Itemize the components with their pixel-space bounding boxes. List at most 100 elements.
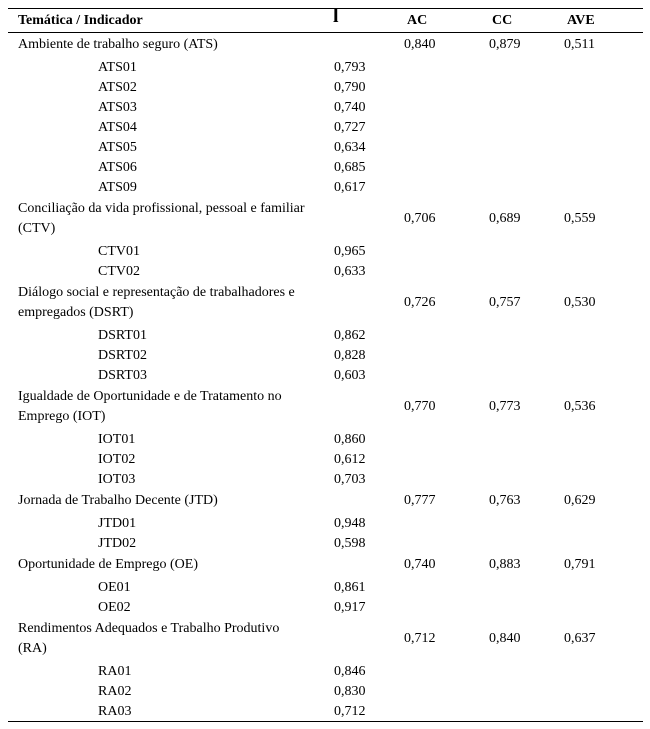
ac-value: 0,706 [404, 211, 436, 226]
indicator-loading: 0,612 [334, 451, 366, 467]
tematica-row: Igualdade de Oportunidade e de Tratament… [8, 385, 643, 429]
indicator-loading: 0,828 [334, 347, 366, 363]
empty-cell [488, 449, 563, 469]
tematica-name: Jornada de Trabalho Decente (JTD) [18, 493, 218, 508]
empty-cell [488, 429, 563, 449]
empty-cell [403, 345, 488, 365]
empty-cell [563, 261, 643, 281]
indicator-loading: 0,860 [334, 431, 366, 447]
empty-cell [403, 365, 488, 385]
empty-cell [403, 701, 488, 722]
indicator-loading: 0,633 [334, 263, 366, 279]
column-header-cc: CC [488, 8, 563, 33]
indicator-row: ATS02 0,790 [8, 77, 643, 97]
empty-cell [488, 117, 563, 137]
empty-cell [488, 513, 563, 533]
empty-cell [488, 97, 563, 117]
indicator-loading: 0,965 [334, 243, 366, 259]
empty-cell [563, 97, 643, 117]
cc-value: 0,773 [489, 399, 521, 414]
empty-cell [403, 681, 488, 701]
indicator-loading: 0,862 [334, 327, 366, 343]
indicator-loading: 0,740 [334, 99, 366, 115]
empty-cell [403, 469, 488, 489]
indicator-loading: 0,727 [334, 119, 366, 135]
indicator-loading: 0,603 [334, 367, 366, 383]
empty-cell [563, 661, 643, 681]
indicator-row: DSRT02 0,828 [8, 345, 643, 365]
indicator-row: ATS06 0,685 [8, 157, 643, 177]
cc-value: 0,879 [489, 37, 521, 52]
tematica-row: Jornada de Trabalho Decente (JTD) 0,777 0,… [8, 489, 643, 513]
empty-cell [563, 577, 643, 597]
indicator-code: CTV01 [98, 243, 140, 259]
indicator-loading: 0,830 [334, 683, 366, 699]
empty-cell [488, 137, 563, 157]
cc-value: 0,883 [489, 557, 521, 572]
indicator-loading: 0,598 [334, 535, 366, 551]
ave-value: 0,536 [564, 399, 596, 414]
empty-cell [488, 157, 563, 177]
indicator-code: OE01 [98, 579, 131, 595]
indicator-code: ATS01 [98, 59, 137, 75]
indicator-loading: 0,793 [334, 59, 366, 75]
empty-cell [403, 429, 488, 449]
indicator-row: ATS09 0,617 [8, 177, 643, 197]
indicator-row: JTD01 0,948 [8, 513, 643, 533]
indicator-row: ATS05 0,634 [8, 137, 643, 157]
ave-value: 0,559 [564, 211, 596, 226]
tematica-name: Diálogo social e representação de trabal… [18, 285, 295, 320]
indicator-row: IOT01 0,860 [8, 429, 643, 449]
empty-cell [563, 449, 643, 469]
table-header-row: Temática / Indicador l AC CC AVE [8, 6, 643, 33]
indicator-loading: 0,948 [334, 515, 366, 531]
reliability-table: Temática / Indicador l AC CC AVE Ambient… [8, 6, 643, 722]
indicator-code: ATS04 [98, 119, 137, 135]
indicator-code: IOT02 [98, 451, 136, 467]
empty-cell [403, 77, 488, 97]
empty-cell [488, 577, 563, 597]
empty-cell [563, 681, 643, 701]
tematica-row: Ambiente de trabalho seguro (ATS) 0,840 0,… [8, 33, 643, 58]
indicator-row: JTD02 0,598 [8, 533, 643, 553]
empty-cell [563, 325, 643, 345]
empty-cell [563, 469, 643, 489]
empty-cell [488, 469, 563, 489]
tematica-name: Oportunidade de Emprego (OE) [18, 557, 198, 572]
ac-value: 0,726 [404, 295, 436, 310]
empty-cell [488, 365, 563, 385]
empty-cell [563, 365, 643, 385]
empty-loading-cell [333, 385, 403, 429]
empty-cell [403, 157, 488, 177]
ac-value: 0,740 [404, 557, 436, 572]
cc-value: 0,763 [489, 493, 521, 508]
indicator-loading: 0,703 [334, 471, 366, 487]
empty-cell [403, 597, 488, 617]
empty-cell [563, 533, 643, 553]
indicator-code: DSRT02 [98, 347, 147, 363]
cc-value: 0,840 [489, 631, 521, 646]
empty-cell [403, 117, 488, 137]
indicator-code: JTD02 [98, 535, 137, 551]
indicator-row: ATS01 0,793 [8, 57, 643, 77]
cc-value: 0,757 [489, 295, 521, 310]
empty-cell [563, 429, 643, 449]
indicator-code: DSRT01 [98, 327, 147, 343]
empty-cell [563, 241, 643, 261]
empty-loading-cell [333, 617, 403, 661]
empty-loading-cell [333, 33, 403, 58]
empty-cell [403, 513, 488, 533]
empty-cell [488, 241, 563, 261]
empty-cell [488, 681, 563, 701]
indicator-row: ATS04 0,727 [8, 117, 643, 137]
column-header-ave: AVE [563, 8, 643, 33]
tematica-name: Ambiente de trabalho seguro (ATS) [18, 37, 218, 52]
indicator-row: CTV01 0,965 [8, 241, 643, 261]
indicator-row: RA02 0,830 [8, 681, 643, 701]
table-body: Ambiente de trabalho seguro (ATS) 0,840 0,… [8, 33, 643, 722]
empty-cell [488, 77, 563, 97]
indicator-loading: 0,917 [334, 599, 366, 615]
ac-value: 0,770 [404, 399, 436, 414]
column-header-ac: AC [403, 8, 488, 33]
